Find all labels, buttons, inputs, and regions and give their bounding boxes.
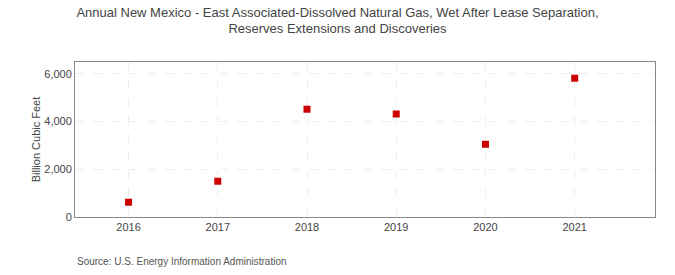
svg-text:2020: 2020 bbox=[473, 221, 497, 233]
svg-text:4,000: 4,000 bbox=[44, 115, 72, 127]
svg-text:Billion Cubic Feet: Billion Cubic Feet bbox=[30, 97, 42, 183]
svg-text:2,000: 2,000 bbox=[44, 163, 72, 175]
svg-text:2016: 2016 bbox=[116, 221, 140, 233]
svg-text:Source: U.S. Energy Informatio: Source: U.S. Energy Information Administ… bbox=[77, 256, 287, 267]
svg-text:2019: 2019 bbox=[384, 221, 408, 233]
svg-text:6,000: 6,000 bbox=[44, 68, 72, 80]
svg-text:2018: 2018 bbox=[295, 221, 319, 233]
svg-text:2017: 2017 bbox=[206, 221, 230, 233]
svg-text:Annual New Mexico - East Assoc: Annual New Mexico - East Associated-Diss… bbox=[76, 5, 598, 37]
svg-text:0: 0 bbox=[66, 211, 72, 223]
svg-text:2021: 2021 bbox=[562, 221, 586, 233]
